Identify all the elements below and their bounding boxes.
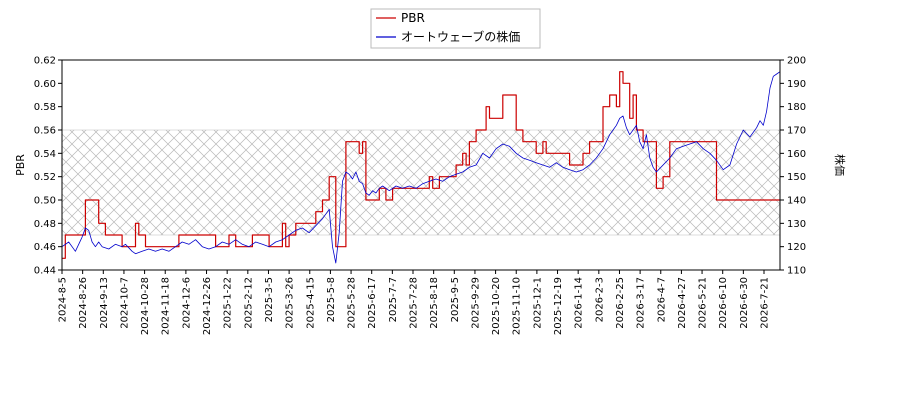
right-tick-label: 110 [787,266,806,277]
legend-label-stock-price: オートウェーブの株価 [401,29,520,44]
left-tick-label: 0.60 [34,79,56,90]
x-tick-label: 2025-2-12 [243,277,254,329]
right-axis-ticks: 110 120 130 140 150 160 170 180 190 200 [780,56,806,277]
right-tick-label: 140 [787,196,806,207]
x-tick-label: 2025-12-19 [553,277,564,335]
right-tick-label: 180 [787,102,806,113]
x-tick-label: 2025-1-22 [223,277,234,329]
x-tick-label: 2026-6-10 [718,277,729,329]
x-tick-label: 2025-5-8 [326,277,337,322]
x-tick-label: 2025-10-20 [491,277,502,335]
x-tick-label: 2024-10-28 [140,277,151,335]
x-tick-label: 2025-11-10 [512,277,523,335]
x-tick-label: 2024-12-26 [202,277,213,335]
left-tick-label: 0.54 [34,149,56,160]
legend-label-pbr: PBR [401,11,425,25]
plot-frame [61,59,781,271]
left-tick-label: 0.44 [34,266,56,277]
x-tick-label: 2025-3-26 [285,277,296,329]
x-tick-label: 2025-8-18 [429,277,440,329]
x-tick-label: 2024-8-5 [58,277,69,322]
legend-box [370,8,541,49]
left-tick-label: 0.46 [34,242,56,253]
right-tick-label: 200 [787,56,806,67]
x-tick-label: 2025-3-5 [264,277,275,322]
left-tick-label: 0.50 [34,196,56,207]
reference-band [61,129,781,236]
x-tick-label: 2026-3-17 [636,277,647,329]
right-tick-label: 170 [787,126,806,137]
x-tick-label: 2025-12-1 [532,277,543,329]
x-tick-label: 2026-4-27 [677,277,688,329]
series-layer [61,71,781,264]
x-tick-label: 2025-7-28 [409,277,420,329]
right-tick-label: 130 [787,219,806,230]
x-tick-label: 2024-12-6 [181,277,192,329]
right-tick-label: 150 [787,172,806,183]
left-tick-label: 0.62 [34,56,56,67]
pbr-line [62,71,780,259]
x-tick-label: 2025-5-28 [347,277,358,329]
x-tick-label: 2025-9-29 [470,277,481,329]
left-tick-label: 0.58 [34,102,56,113]
right-axis-label: 株価 [833,154,847,176]
x-tick-label: 2024-8-26 [78,277,89,329]
legend: PBR オートウェーブの株価 [370,8,541,49]
x-tick-label: 2025-7-7 [388,277,399,322]
x-tick-label: 2026-2-25 [615,277,626,329]
x-tick-label: 2026-2-3 [594,277,605,322]
x-tick-label: 2026-1-14 [574,277,585,329]
left-axis-ticks: 0.44 0.46 0.48 0.50 0.52 0.54 0.56 0.58 0.60 0.62 [34,56,62,277]
x-tick-label: 2024-9-13 [99,277,110,329]
x-tick-label: 2024-10-7 [119,277,130,329]
x-tick-label: 2025-6-17 [367,277,378,329]
x-tick-label: 2024-11-18 [161,277,172,335]
x-tick-label: 2026-5-21 [698,277,709,329]
x-tick-label: 2026-6-30 [739,277,750,329]
right-tick-label: 160 [787,149,806,160]
x-axis-ticks: 2024-8-5 2024-8-26 2024-9-13 2024-10-7 2024-… [58,270,771,335]
x-tick-label: 2026-7-21 [760,277,771,329]
x-tick-label: 2026-4-7 [656,277,667,322]
stock-price-line [61,71,781,264]
x-tick-label: 2025-4-15 [305,277,316,329]
left-tick-label: 0.56 [34,126,56,137]
left-tick-label: 0.48 [34,219,56,230]
x-tick-label: 2025-9-5 [450,277,461,322]
left-tick-label: 0.52 [34,172,56,183]
right-tick-label: 190 [787,79,806,90]
right-tick-label: 120 [787,242,806,253]
left-axis-label: PBR [14,154,27,176]
